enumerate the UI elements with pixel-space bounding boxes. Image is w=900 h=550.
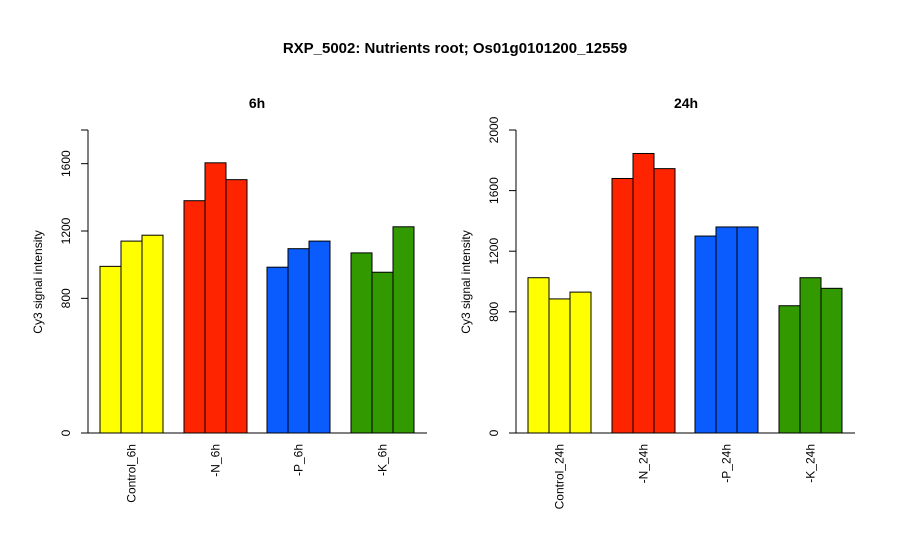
bar-N6h-1 xyxy=(183,200,206,434)
y-tick-label: 1600 xyxy=(59,150,73,177)
category-label: Control_6h xyxy=(125,444,139,503)
bars-6h xyxy=(99,162,415,434)
bar-Control24h-1 xyxy=(527,277,550,434)
panel-6h: 6h Cy3 signal intensity Control_6h -N_6h -… xyxy=(31,95,427,503)
y-axis-label-6h: Cy3 signal intensity xyxy=(31,230,45,333)
bar-P24h-1 xyxy=(694,235,717,434)
y-tick-label: 1600 xyxy=(487,177,501,204)
bar-K6h-1 xyxy=(350,252,373,434)
bar-P24h-3 xyxy=(736,226,759,434)
y-tick-label: 2000 xyxy=(487,116,501,143)
panel-title-24h: 24h xyxy=(674,95,698,111)
y-tick-label: 0 xyxy=(59,429,73,436)
bar-P24h-2 xyxy=(715,226,738,434)
bar-Control6h-1 xyxy=(99,265,122,434)
panel-24h: 24h Cy3 signal intensity Control_24h -N_2… xyxy=(459,95,855,509)
bar-N6h-2 xyxy=(204,162,227,434)
bar-P6h-3 xyxy=(308,240,331,434)
y-tick-label: 1200 xyxy=(487,238,501,265)
bar-Control6h-2 xyxy=(120,240,143,434)
bar-N6h-3 xyxy=(225,179,248,434)
bar-Control24h-3 xyxy=(569,291,592,434)
y-tick-label: 0 xyxy=(487,429,501,436)
category-label: Control_24h xyxy=(553,444,567,509)
category-label: -P_6h xyxy=(292,444,306,476)
bar-Control24h-2 xyxy=(548,298,571,434)
y-tick-label: 800 xyxy=(59,288,73,308)
bar-K24h-1 xyxy=(778,305,801,434)
y-tick-label: 800 xyxy=(487,301,501,321)
y-tick-label: 1200 xyxy=(59,217,73,244)
category-label: -N_24h xyxy=(637,444,651,483)
y-axis-label-24h: Cy3 signal intensity xyxy=(459,230,473,333)
bar-N24h-3 xyxy=(653,168,676,434)
bar-K6h-3 xyxy=(392,226,415,434)
bars-24h xyxy=(527,152,843,434)
bar-K24h-3 xyxy=(820,287,843,434)
bar-K6h-2 xyxy=(371,271,394,434)
bar-P6h-2 xyxy=(287,248,310,434)
bar-N24h-2 xyxy=(632,152,655,434)
category-label: -K_6h xyxy=(376,444,390,476)
category-label: -P_24h xyxy=(720,444,734,483)
bar-N24h-1 xyxy=(611,177,634,434)
category-label: -N_6h xyxy=(209,444,223,477)
axes-6h: Control_6h -N_6h -P_6h -K_6h 0 800 1200 1600 xyxy=(59,129,427,503)
bar-Control6h-3 xyxy=(141,234,164,434)
bar-P6h-1 xyxy=(266,266,289,434)
category-label: -K_24h xyxy=(804,444,818,483)
panel-title-6h: 6h xyxy=(249,95,265,111)
axes-24h: Control_24h -N_24h -P_24h -K_24h 0 800 1200 160… xyxy=(487,116,855,509)
bar-K24h-2 xyxy=(799,277,822,434)
chart-title: RXP_5002: Nutrients root; Os01g0101200_1… xyxy=(283,40,627,57)
